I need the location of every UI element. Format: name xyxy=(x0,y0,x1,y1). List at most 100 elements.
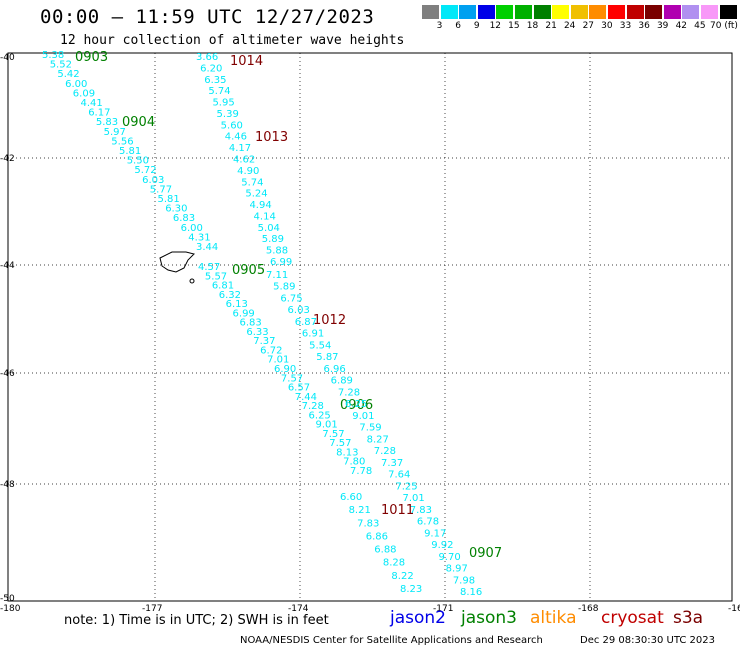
wave-height-value: 5.72 xyxy=(134,165,156,176)
wave-height-value: 6.60 xyxy=(340,492,362,503)
wave-height-value: 6.25 xyxy=(345,399,367,410)
legend-label: 6 xyxy=(455,21,461,31)
wave-height-value: 4.14 xyxy=(254,211,276,222)
legend-label: 30 xyxy=(601,21,613,31)
wave-height-value: 8.23 xyxy=(400,584,422,595)
wave-height-value: 6.33 xyxy=(246,327,268,338)
wave-height-value: 7.57 xyxy=(322,429,344,440)
wave-height-value: 5.54 xyxy=(309,340,331,351)
wave-height-value: 3.66 xyxy=(196,52,218,63)
units-note: note: 1) Time is in UTC; 2) SWH is in fe… xyxy=(64,613,329,628)
wave-height-value: 4.90 xyxy=(237,166,259,177)
wave-height-value: 8.16 xyxy=(460,587,482,598)
wave-height-value: 7.57 xyxy=(329,438,351,449)
wave-height-value: 6.03 xyxy=(142,175,164,186)
wave-height-value: 5.87 xyxy=(316,352,338,363)
legend-label: 36 xyxy=(638,21,650,31)
wave-height-value: 8.27 xyxy=(367,434,389,445)
wave-height-value: 8.21 xyxy=(349,505,371,516)
wave-height-value: 7.44 xyxy=(295,392,317,403)
wave-height-value: 6.96 xyxy=(323,364,345,375)
islet-outline xyxy=(189,278,195,284)
satellite-name: s3a xyxy=(673,608,704,628)
legend-label: 33 xyxy=(619,21,632,31)
legend-swatch xyxy=(496,5,514,19)
wave-height-value: 8.13 xyxy=(336,447,358,458)
map-title: 00:00 — 11:59 UTC 12/27/2023 xyxy=(40,6,375,28)
wave-height-value: 5.52 xyxy=(50,60,72,71)
wave-height-value: 3.44 xyxy=(196,242,218,253)
wave-height-value: 5.88 xyxy=(266,246,288,257)
legend-label: 27 xyxy=(582,21,595,31)
legend-swatch xyxy=(719,5,737,19)
legend-swatch xyxy=(682,5,700,19)
wave-height-value: 6.32 xyxy=(219,290,241,301)
wave-height-value: 4.57 xyxy=(198,262,220,273)
legend-swatch xyxy=(440,5,458,19)
wave-height-value: 5.89 xyxy=(262,234,284,245)
wave-height-value: 5.74 xyxy=(208,86,230,97)
lat-tick-label: -40 xyxy=(0,53,15,63)
lat-tick-label: -44 xyxy=(0,261,15,271)
wave-height-value: 6.17 xyxy=(88,108,110,119)
wave-height-value: 5.77 xyxy=(150,184,172,195)
legend-swatch xyxy=(589,5,607,19)
legend-swatch xyxy=(570,5,588,19)
wave-height-value: 7.98 xyxy=(453,575,475,586)
legend-swatch xyxy=(701,5,718,19)
pass-time-label: 1013 xyxy=(255,130,288,145)
legend-swatch xyxy=(552,5,570,19)
lon-tick-label: -174 xyxy=(288,604,309,614)
lat-tick-label: -42 xyxy=(0,154,15,164)
wave-height-value: 5.50 xyxy=(127,156,149,167)
wave-height-value: 7.37 xyxy=(381,458,403,469)
wave-height-value: 6.72 xyxy=(260,345,282,356)
legend-label: 21 xyxy=(545,21,557,31)
pass-time-label: 0905 xyxy=(232,263,265,278)
wave-height-value: 9.92 xyxy=(431,540,453,551)
wave-height-value: 5.81 xyxy=(119,146,141,157)
pass-time-label: 1011 xyxy=(381,503,414,518)
lat-tick-label: -50 xyxy=(0,594,15,604)
wave-height-value: 6.00 xyxy=(181,223,203,234)
wave-height-value: 5.56 xyxy=(111,136,133,147)
wave-height-value: 6.99 xyxy=(270,257,292,268)
wave-height-value: 6.03 xyxy=(288,305,310,316)
credit-line: NOAA/NESDIS Center for Satellite Applica… xyxy=(240,635,543,646)
wave-height-value: 7.01 xyxy=(403,493,425,504)
wave-height-value: 5.83 xyxy=(96,117,118,128)
wave-height-value: 7.80 xyxy=(343,457,365,468)
map-frame xyxy=(7,52,733,602)
wave-height-value: 6.99 xyxy=(233,308,255,319)
satellite-name: cryosat xyxy=(601,608,664,628)
wave-height-value: 7.83 xyxy=(410,505,432,516)
wave-height-value: 7.59 xyxy=(359,423,381,434)
legend-swatch xyxy=(626,5,644,19)
island-outline xyxy=(159,251,195,273)
wave-height-value: 6.30 xyxy=(165,204,187,215)
wave-height-value: 6.91 xyxy=(302,329,324,340)
wave-height-value: 8.97 xyxy=(446,564,468,575)
wave-height-value: 5.81 xyxy=(158,194,180,205)
wave-height-value: 6.75 xyxy=(280,293,302,304)
legend-label: 15 xyxy=(508,21,520,31)
wave-height-value: 7.28 xyxy=(302,401,324,412)
wave-height-value: 7.28 xyxy=(338,387,360,398)
wave-height-value: 6.25 xyxy=(309,410,331,421)
timestamp: Dec 29 08:30:30 UTC 2023 xyxy=(580,635,715,646)
wave-height-value: 6.88 xyxy=(374,545,396,556)
wave-height-value: 7.57 xyxy=(281,373,303,384)
wave-height-value: 4.46 xyxy=(225,132,247,143)
lon-tick-label: -177 xyxy=(142,604,162,614)
wave-height-value: 6.83 xyxy=(239,318,261,329)
map-subtitle: 12 hour collection of altimeter wave hei… xyxy=(60,33,405,48)
wave-height-value: 7.28 xyxy=(374,446,396,457)
pass-time-label: 0904 xyxy=(122,115,155,130)
legend-swatch xyxy=(663,5,681,19)
lat-tick-label: -48 xyxy=(0,480,15,490)
wave-height-value: 6.86 xyxy=(366,531,388,542)
wave-height-value: 4.17 xyxy=(229,143,251,154)
lon-tick-label: -171 xyxy=(433,604,453,614)
wave-height-value: 7.01 xyxy=(267,355,289,366)
wave-height-value: 7.25 xyxy=(395,481,417,492)
